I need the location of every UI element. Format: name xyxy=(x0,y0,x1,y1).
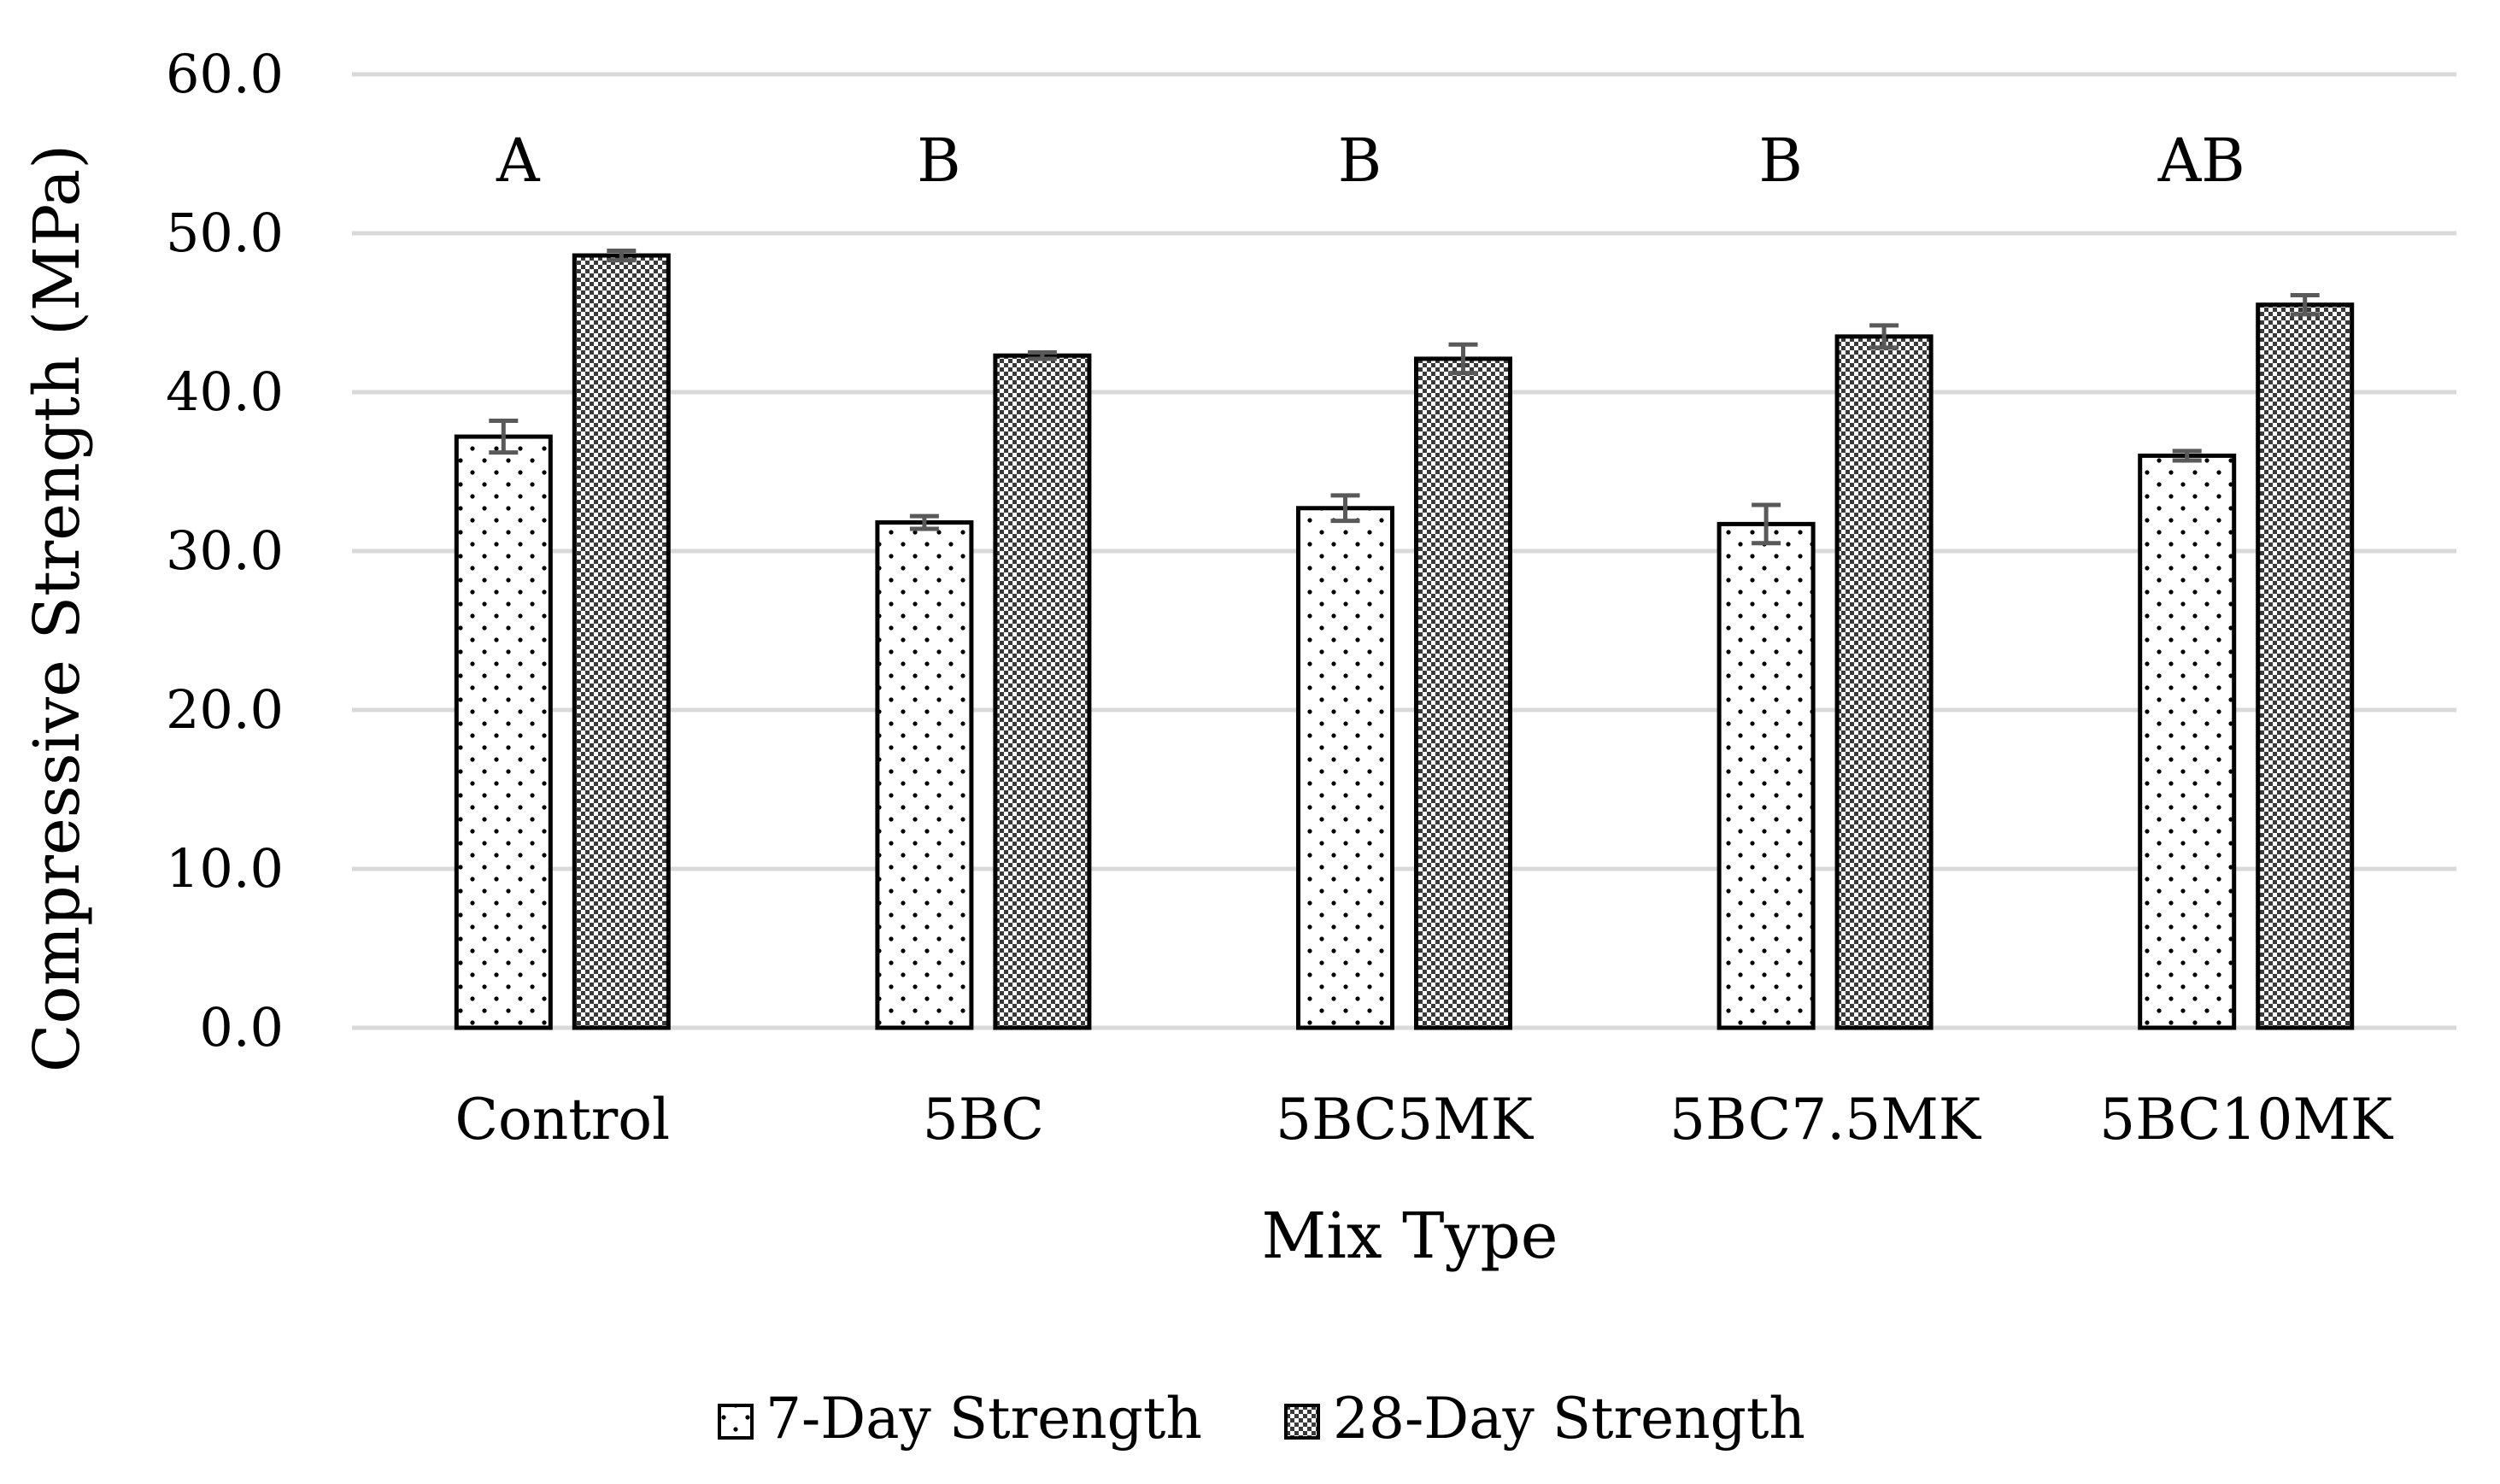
x-axis-title: Mix Type xyxy=(1261,1200,1558,1273)
y-tick-label: 10.0 xyxy=(166,837,284,900)
legend-swatch-7-day xyxy=(718,1404,754,1440)
bar-5bc10mk-7-day xyxy=(2138,453,2237,1030)
error-bar xyxy=(1027,350,1057,361)
bar-5bc7-5mk-7-day xyxy=(1717,521,1816,1030)
legend-item-28-day: 28-Day Strength xyxy=(1284,1386,1805,1452)
error-bars xyxy=(489,248,2320,546)
group-letter-5bc10mk: AB xyxy=(2157,126,2245,196)
y-tick-label: 20.0 xyxy=(166,678,284,741)
legend-item-7-day: 7-Day Strength xyxy=(718,1386,1202,1452)
bar-5bc10mk-28-day xyxy=(2256,302,2355,1030)
y-tick-label: 40.0 xyxy=(166,361,284,423)
error-bar xyxy=(2290,293,2320,317)
y-axis-ticks: 0.0 10.0 20.0 30.0 40.0 50.0 60.0 xyxy=(166,43,284,1059)
y-axis-title: Compressive Strength (MPa) xyxy=(21,144,94,1072)
bar-5bc7-5mk-28-day xyxy=(1834,334,1934,1030)
x-category-control: Control xyxy=(455,1087,670,1153)
bar-5bc5mk-28-day xyxy=(1414,356,1512,1030)
bar-control-28-day xyxy=(572,253,671,1030)
x-axis-categories: Control 5BC 5BC5MK 5BC7.5MK 5BC10MK xyxy=(455,1087,2393,1153)
y-tick-label: 0.0 xyxy=(199,996,284,1059)
y-tick-label: 60.0 xyxy=(166,43,284,105)
bar-5bc-7-day xyxy=(875,520,974,1030)
legend-swatch-28-day xyxy=(1284,1404,1320,1440)
group-letter-control: A xyxy=(496,126,541,196)
error-bar xyxy=(1752,502,1781,546)
x-category-5bc: 5BC xyxy=(923,1087,1044,1153)
error-bar xyxy=(1448,342,1478,376)
legend: 7-Day Strength 28-Day Strength xyxy=(718,1386,1805,1452)
bar-5bc-28-day xyxy=(993,353,1092,1030)
error-bar xyxy=(489,418,519,455)
group-letter-5bc5mk: B xyxy=(1338,126,1382,196)
error-bar xyxy=(607,248,637,263)
group-letter-5bc: B xyxy=(917,126,960,196)
x-category-5bc7-5mk: 5BC7.5MK xyxy=(1670,1087,1982,1153)
legend-label-28-day: 28-Day Strength xyxy=(1333,1386,1805,1452)
error-bar xyxy=(909,513,939,531)
group-letter-5bc7-5mk: B xyxy=(1758,126,1802,196)
gridlines xyxy=(352,72,2456,1030)
bars xyxy=(454,253,2355,1030)
x-category-5bc5mk: 5BC5MK xyxy=(1276,1087,1535,1153)
bar-5bc5mk-7-day xyxy=(1296,506,1394,1030)
y-tick-label: 50.0 xyxy=(166,202,284,264)
error-bar xyxy=(1330,493,1360,524)
x-category-5bc10mk: 5BC10MK xyxy=(2099,1087,2394,1153)
legend-label-7-day: 7-Day Strength xyxy=(766,1386,1202,1452)
error-bar xyxy=(2172,449,2202,463)
y-tick-label: 30.0 xyxy=(166,519,284,582)
group-letters: A B B B AB xyxy=(496,126,2245,196)
bar-control-7-day xyxy=(454,434,553,1030)
error-bar xyxy=(1869,323,1899,350)
